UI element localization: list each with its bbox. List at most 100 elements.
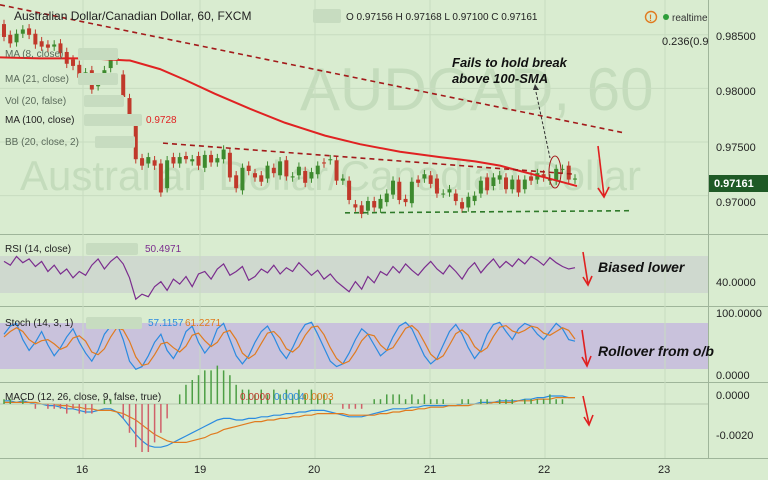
candle-body [121,74,126,98]
annotation-rsi: Biased lower [598,259,685,275]
candle-body [434,178,439,194]
candle-body [516,179,521,193]
candle-body [334,160,339,181]
candle-body [140,158,145,166]
candle-body [309,172,314,179]
candle-body [27,28,32,35]
bearish-arrow-macd [582,395,594,427]
macd-tick: -0.0020 [716,430,753,442]
macd-signal-value: 0.0003 [303,392,334,403]
candle-body [566,165,571,180]
candle-body [45,44,50,48]
candle-body [340,178,345,181]
legend-controls[interactable] [86,243,138,255]
candle-body [359,205,364,214]
legend-controls[interactable] [95,136,135,148]
stoch-tick: 100.0000 [716,308,762,320]
candle-body [165,160,170,189]
candle-body [215,158,220,163]
candle-body [20,29,25,34]
annotation-line: above 100-SMA [452,71,549,86]
bearish-arrow-rsi [582,251,593,287]
legend-bb: BB (20, close, 2) [5,137,79,148]
candle-body [221,149,226,160]
candle-body [384,193,389,203]
candle-body [347,180,352,200]
candle-body [472,195,477,202]
ohlc-readout: O 0.97156 H 0.97168 L 0.97100 C 0.97161 [346,12,538,23]
watermark-symbol: AUDCAD, 60 [300,56,653,123]
candle-body [303,171,308,183]
candle-body [478,180,483,194]
support-line [344,209,633,214]
candle-body [52,44,57,47]
candle-body [529,176,534,181]
candle-body [391,180,396,195]
legend-controls[interactable] [84,95,124,107]
candle-body [246,165,251,172]
rsi-line [3,255,576,301]
candle-body [240,167,245,191]
candle-body [171,157,176,164]
candle-body [33,33,38,45]
annotation-pointer [535,91,551,159]
macd-tick: 0.0000 [716,390,750,402]
title-controls[interactable] [313,9,341,23]
annotation-break-failure: Fails to hold break above 100-SMA [452,55,567,87]
time-tick: 20 [308,464,320,476]
candle-body [441,193,446,195]
stoch-d-line [3,324,576,367]
current-price-badge [709,175,768,192]
candle-body [353,204,358,208]
overlay-lines [0,3,633,214]
candle-body [403,198,408,203]
candle-body [227,152,232,178]
legend-controls[interactable] [86,317,142,329]
candle-body [554,168,559,181]
price-tick: 0.97500 [716,142,756,154]
grid [0,0,708,458]
candle-body [460,202,465,209]
candle-body [259,175,264,182]
candle-body [284,160,289,177]
candle-body [209,154,214,163]
sma100-line [0,56,578,187]
candle-body [322,162,327,164]
macd-label: MACD (12, 26, close, 9, false, true) [5,392,161,403]
legend-ma8: MA (8, close) [5,49,63,60]
bearish-arrow-stoch [581,329,592,368]
candle-body [372,201,377,208]
legend-controls[interactable] [84,114,142,126]
chart-title: Australian Dollar/Canadian Dollar, 60, F… [14,9,251,23]
candle-body [290,176,295,178]
candle-body [271,167,276,174]
candle-body [77,64,82,78]
rsi-band [0,256,708,293]
candle-body [541,174,546,178]
legend-controls[interactable] [78,73,118,85]
candle-body [422,174,427,179]
rsi-label: RSI (14, close) [5,244,71,255]
legend-controls[interactable] [78,48,118,60]
bearish-arrow-price [597,145,610,199]
candle-body [202,154,207,168]
candle-body [177,157,182,164]
candle-body [466,196,471,208]
candle-body [71,59,76,66]
rsi-value: 50.4971 [145,244,182,255]
candle-body [510,179,515,190]
candle-body [428,175,433,184]
price-tick: 0.98500 [716,31,756,43]
candle-body [158,163,163,193]
macd-hist-value: 0.0000 [240,392,271,403]
alert-icon[interactable] [644,10,658,24]
stoch-band [0,323,708,369]
candle-body [133,122,138,160]
lower-trendline [162,142,576,176]
time-tick: 21 [424,464,436,476]
legend-ma100-value: 0.9728 [146,115,177,126]
candle-body [416,179,421,183]
candle-body [14,33,19,43]
legend-vol: Vol (20, false) [5,96,66,107]
